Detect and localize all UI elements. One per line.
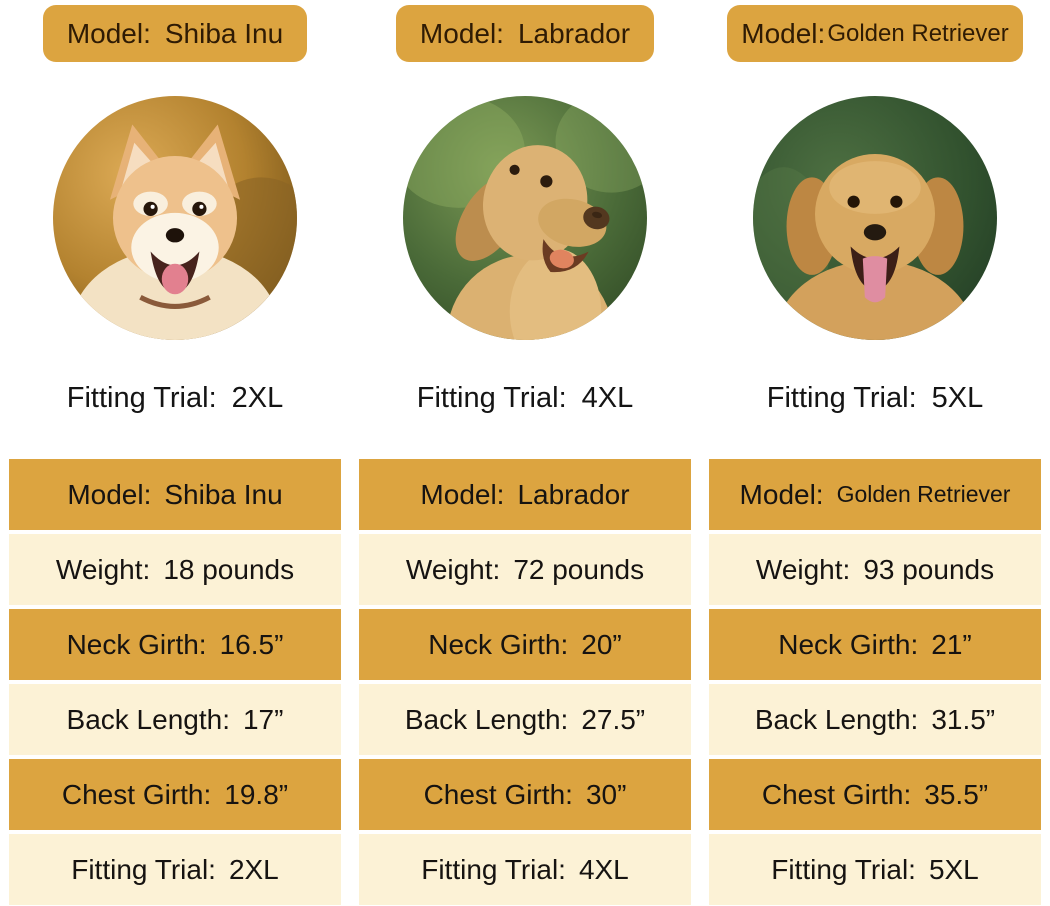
row-label: Back Length: — [404, 703, 569, 735]
table-row: Fitting Trial: 5XL — [709, 834, 1041, 905]
row-label: Model: — [420, 478, 505, 510]
fitting-trial-line: Fitting Trial: 4XL — [417, 378, 633, 418]
table-row: Back Length: 17” — [9, 684, 341, 755]
column-shiba-inu: Model: Shiba Inu — [0, 0, 350, 905]
row-value: 18 pounds — [163, 553, 295, 585]
row-value: 35.5” — [924, 778, 989, 810]
size-table-labrador: Model: Labrador Weight: 72 pounds Neck G… — [359, 459, 691, 905]
fitting-trial-label: Fitting Trial: — [766, 381, 917, 414]
table-row: Neck Girth: 20” — [359, 609, 691, 680]
table-row: Chest Girth: 30” — [359, 759, 691, 830]
table-row: Fitting Trial: 2XL — [9, 834, 341, 905]
table-row: Weight: 72 pounds — [359, 534, 691, 605]
row-value: 31.5” — [931, 703, 996, 735]
model-badge-label: Model: — [419, 17, 504, 49]
row-value: 16.5” — [219, 628, 284, 660]
table-row: Back Length: 31.5” — [709, 684, 1041, 755]
labrador-illustration — [403, 96, 647, 340]
model-badge: Model: Golden Retriever — [727, 5, 1023, 62]
row-label: Chest Girth: — [61, 778, 212, 810]
row-value: 21” — [931, 628, 972, 660]
row-label: Fitting Trial: — [421, 853, 566, 885]
row-label: Neck Girth: — [778, 628, 919, 660]
model-badge-value: Labrador — [517, 17, 631, 49]
row-value: Shiba Inu — [164, 478, 283, 510]
fitting-trial-value: 5XL — [931, 381, 984, 414]
row-value: Labrador — [517, 478, 630, 510]
row-label: Neck Girth: — [66, 628, 207, 660]
table-row: Neck Girth: 21” — [709, 609, 1041, 680]
model-badge: Model: Shiba Inu — [42, 5, 308, 62]
row-value: 72 pounds — [513, 553, 645, 585]
table-row: Chest Girth: 19.8” — [9, 759, 341, 830]
model-badge: Model: Labrador — [395, 5, 655, 62]
table-row: Model: Golden Retriever — [709, 459, 1041, 530]
table-row: Chest Girth: 35.5” — [709, 759, 1041, 830]
table-row: Back Length: 27.5” — [359, 684, 691, 755]
size-table-golden-retriever: Model: Golden Retriever Weight: 93 pound… — [709, 459, 1041, 905]
labrador-photo — [403, 96, 647, 340]
fitting-trial-value: 4XL — [581, 381, 634, 414]
row-value: Golden Retriever — [836, 481, 1011, 507]
table-row: Weight: 93 pounds — [709, 534, 1041, 605]
row-label: Chest Girth: — [761, 778, 912, 810]
row-value: 93 pounds — [863, 553, 995, 585]
row-label: Back Length: — [66, 703, 230, 735]
size-table-shiba-inu: Model: Shiba Inu Weight: 18 pounds Neck … — [9, 459, 341, 905]
model-badge-value: Shiba Inu — [164, 17, 284, 49]
row-label: Weight: — [755, 553, 851, 585]
row-label: Fitting Trial: — [771, 853, 916, 885]
fitting-trial-line: Fitting Trial: 2XL — [67, 378, 283, 418]
row-label: Fitting Trial: — [71, 853, 216, 885]
column-labrador: Model: Labrador — [350, 0, 700, 905]
row-label: Neck Girth: — [428, 628, 569, 660]
row-label: Model: — [67, 478, 152, 510]
row-value: 20” — [581, 628, 622, 660]
row-value: 5XL — [928, 853, 979, 885]
model-badge-label: Model: — [66, 17, 151, 49]
row-value: 17” — [242, 703, 284, 735]
row-value: 19.8” — [224, 778, 289, 810]
row-label: Back Length: — [754, 703, 919, 735]
row-value: 27.5” — [581, 703, 646, 735]
golden-retriever-photo — [753, 96, 997, 340]
fitting-trial-label: Fitting Trial: — [66, 381, 217, 414]
row-value: 30” — [585, 778, 627, 810]
fitting-trial-line: Fitting Trial: 5XL — [767, 378, 983, 418]
fitting-trial-value: 2XL — [231, 381, 284, 414]
fitting-trial-label: Fitting Trial: — [416, 381, 567, 414]
row-value: 4XL — [578, 853, 629, 885]
golden-retriever-illustration — [753, 96, 997, 340]
model-badge-label: Model: — [741, 17, 826, 49]
table-row: Weight: 18 pounds — [9, 534, 341, 605]
table-row: Neck Girth: 16.5” — [9, 609, 341, 680]
table-row: Fitting Trial: 4XL — [359, 834, 691, 905]
column-golden-retriever: Model: Golden Retriever — [700, 0, 1050, 905]
shiba-inu-photo — [53, 96, 297, 340]
row-label: Model: — [739, 478, 824, 510]
row-label: Chest Girth: — [423, 778, 573, 810]
table-row: Model: Shiba Inu — [9, 459, 341, 530]
row-value: 2XL — [228, 853, 279, 885]
row-label: Weight: — [405, 553, 501, 585]
row-label: Weight: — [55, 553, 151, 585]
model-badge-value: Golden Retriever — [827, 19, 1009, 47]
shiba-inu-illustration — [53, 96, 297, 340]
table-row: Model: Labrador — [359, 459, 691, 530]
